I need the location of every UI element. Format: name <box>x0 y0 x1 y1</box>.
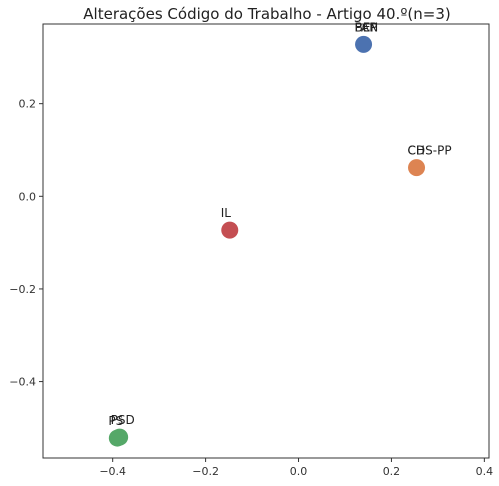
point-label: BE <box>355 20 371 34</box>
data-point <box>108 429 126 447</box>
point-label: CH <box>408 144 425 158</box>
point-label: PSD <box>111 413 135 427</box>
data-point <box>408 159 426 177</box>
point-label: IL <box>221 206 232 220</box>
axis-ticks: −0.4 −0.2 0.0 0.2 0.4 0.2 0.0 −0.2 −0.4 <box>9 98 493 478</box>
plot-frame <box>42 23 490 459</box>
point-label: PS <box>108 414 123 428</box>
point-label: CDS-PP <box>408 144 452 158</box>
chart-title: Alterações Código do Trabalho - Artigo 4… <box>83 5 450 23</box>
data-point <box>221 221 239 239</box>
y-tick-label: 0.2 <box>19 98 37 111</box>
x-tick-label: −0.4 <box>99 465 126 478</box>
point-label: PCP <box>355 20 378 34</box>
data-point <box>355 35 373 53</box>
x-tick-label: 0.2 <box>383 465 401 478</box>
y-tick-label: −0.2 <box>9 283 36 296</box>
point-label: PAN <box>355 20 379 34</box>
x-tick-label: 0.4 <box>476 465 494 478</box>
x-tick-label: −0.2 <box>192 465 219 478</box>
y-tick-label: −0.4 <box>9 376 36 389</box>
y-tick-label: 0.0 <box>19 190 37 203</box>
x-tick-label: 0.0 <box>290 465 308 478</box>
